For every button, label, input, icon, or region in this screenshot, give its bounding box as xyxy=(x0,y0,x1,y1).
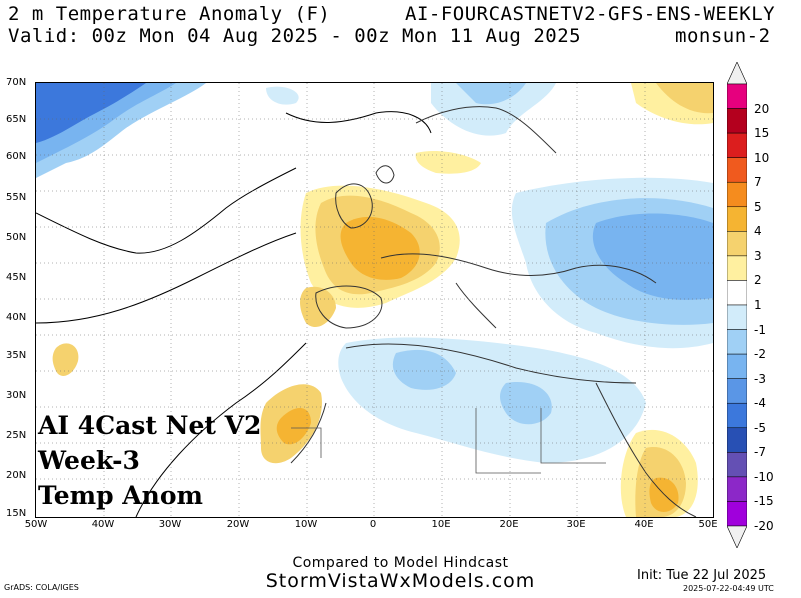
colorbar-cell xyxy=(727,157,747,183)
colorbar-cell xyxy=(727,255,747,281)
colorbar-top-arrow xyxy=(727,62,747,85)
colorbar-label: -15 xyxy=(754,494,774,509)
colorbar-cell xyxy=(727,402,747,429)
lat-tick: 55N xyxy=(6,192,27,203)
colorbar-label: -3 xyxy=(754,371,766,386)
overlay-line-model: AI 4Cast Net V2 xyxy=(38,411,262,440)
init-time: Init: Tue 22 Jul 2025 xyxy=(637,568,767,583)
colorbar-cell xyxy=(727,452,747,478)
colorbar-label: 2 xyxy=(754,273,762,288)
colorbar-cell xyxy=(727,476,747,502)
colorbar-label: 20 xyxy=(754,101,770,116)
overlay-line-week: Week-3 xyxy=(38,446,140,475)
map-title: 2 m Temperature Anomaly (F) xyxy=(8,3,331,25)
lon-tick: 30E xyxy=(566,519,586,530)
colorbar-label: 1 xyxy=(754,298,762,312)
colorbar-label: 7 xyxy=(754,175,762,190)
lat-tick: 50N xyxy=(6,232,27,243)
colorbar-label: -10 xyxy=(754,469,774,484)
colorbar-cell xyxy=(727,304,747,330)
colorbar-cell xyxy=(727,329,747,355)
colorbar-cell xyxy=(727,427,747,453)
lat-tick: 65N xyxy=(6,114,27,125)
colorbar-cell xyxy=(727,501,747,527)
lat-tick: 20N xyxy=(6,470,27,481)
overlay-line-field: Temp Anom xyxy=(38,481,203,510)
lat-tick: 35N xyxy=(6,350,27,361)
colorbar-label: -1 xyxy=(754,322,766,337)
lon-tick: 50W xyxy=(24,519,48,530)
colorbar-label: -7 xyxy=(754,445,766,460)
lon-tick: 20E xyxy=(499,519,519,530)
lon-tick: 40W xyxy=(91,519,115,530)
colorbar-cell xyxy=(727,206,747,232)
run-name: monsun-2 xyxy=(675,25,771,47)
lon-tick: 10E xyxy=(431,519,451,530)
lat-tick: 60N xyxy=(6,151,27,162)
valid-period: Valid: 00z Mon 04 Aug 2025 - 00z Mon 11 … xyxy=(8,25,582,47)
colorbar-cell xyxy=(727,108,747,134)
colorbar-cell xyxy=(727,353,747,379)
colorbar-label: -2 xyxy=(754,347,766,362)
colorbar-label: 3 xyxy=(754,248,762,263)
colorbar-cell xyxy=(727,181,747,208)
lon-tick: 40E xyxy=(634,519,654,530)
lat-tick: 70N xyxy=(6,77,27,88)
lon-tick: 30W xyxy=(158,519,182,530)
colorbar-label: 5 xyxy=(754,199,762,214)
map-panel xyxy=(35,82,714,518)
grads-credit: GrADS: COLA/IGES xyxy=(4,583,79,592)
colorbar-bottom-arrow xyxy=(727,525,747,548)
generation-stamp: 2025-07-22-04:49 UTC xyxy=(683,584,774,593)
colorbar-label: 4 xyxy=(754,224,762,239)
colorbar-label: -5 xyxy=(754,420,766,435)
colorbar-cell xyxy=(727,231,747,257)
colorbar-cell xyxy=(727,132,747,158)
lat-tick: 30N xyxy=(6,390,27,401)
lat-tick: 25N xyxy=(6,430,27,441)
colorbar-cell xyxy=(727,280,747,306)
lon-tick: 0 xyxy=(369,519,377,530)
lon-tick: 20W xyxy=(226,519,250,530)
colorbar-label: 15 xyxy=(754,126,770,141)
site-name: StormVistaWxModels.com xyxy=(265,570,536,592)
colorbar-cell xyxy=(727,378,747,404)
colorbar-label: 10 xyxy=(754,150,770,165)
colorbar-label: -20 xyxy=(754,519,774,533)
lat-tick: 40N xyxy=(6,312,27,323)
model-name: AI-FOURCASTNETV2-GFS-ENS-WEEKLY xyxy=(405,3,776,25)
colorbar-cell xyxy=(727,83,747,109)
colorbar-label: -4 xyxy=(754,396,766,411)
lat-tick: 45N xyxy=(6,272,27,283)
temperature-anomaly-map xyxy=(36,83,713,517)
hindcast-note: Compared to Model Hindcast xyxy=(292,555,509,571)
colorbar-cells xyxy=(727,83,747,527)
lon-tick: 10W xyxy=(294,519,318,530)
map-overlay-label: AI 4Cast Net V2 Week-3 Temp Anom xyxy=(38,408,261,513)
lat-tick: 15N xyxy=(6,508,27,519)
colorbar xyxy=(727,62,747,548)
lon-tick: 50E xyxy=(698,519,718,530)
